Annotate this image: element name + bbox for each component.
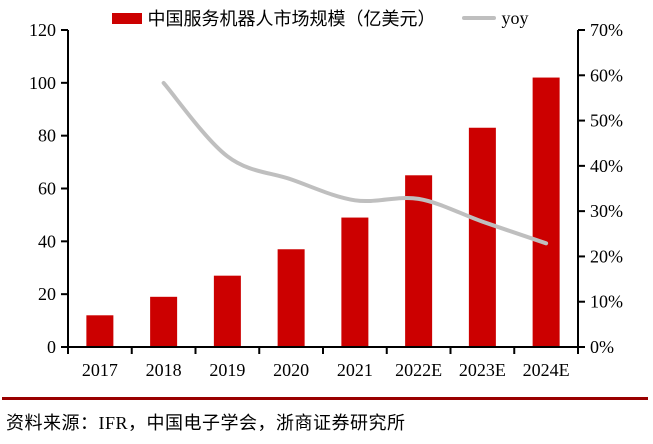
x-axis-label-2024E: 2024E [523, 360, 570, 380]
legend-bar-swatch-icon [111, 12, 142, 24]
legend-market-size-label: 中国服务机器人市场规模（亿美元） [147, 9, 436, 29]
x-axis-label-2020: 2020 [273, 360, 309, 380]
legend: 中国服务机器人市场规模（亿美元） yoy [0, 6, 640, 30]
combo-chart-plot: 0 20 40 60 80 100 120 0% 10% 20% 30% 40% 50% 60% 70% 20… [29, 20, 623, 380]
left-axis-tick-label: 60 [38, 179, 56, 199]
left-axis-tick-label: 20 [38, 284, 56, 304]
x-axis-label-2023E: 2023E [459, 360, 506, 380]
yoy-line [161, 80, 549, 246]
x-axis-label-2018: 2018 [146, 360, 182, 380]
x-axis-label-2019: 2019 [209, 360, 245, 380]
source-divider [2, 397, 648, 400]
bar-2022E [405, 175, 433, 347]
right-axis-tick-label: 10% [590, 292, 623, 312]
right-axis-tick-label: 30% [590, 201, 623, 221]
x-axis-label-2021: 2021 [337, 360, 373, 380]
legend-item-yoy: yoy [461, 7, 529, 29]
bar-2024E [532, 77, 560, 348]
right-axis-tick-label: 70% [590, 20, 623, 40]
left-axis-tick-label: 80 [38, 126, 56, 146]
right-axis-tick-label: 50% [590, 111, 623, 131]
x-axis-label-2022E: 2022E [395, 360, 442, 380]
bar-2017 [86, 315, 114, 347]
legend-yoy-label: yoy [501, 7, 529, 28]
right-axis-tick-label: 40% [590, 156, 623, 176]
left-axis-tick-label: 0 [47, 337, 56, 357]
legend-line-swatch-icon [461, 16, 496, 20]
left-axis-tick-label: 100 [29, 73, 56, 93]
left-axis-tick-label: 40 [38, 231, 56, 251]
legend-item-market-size: 中国服务机器人市场规模（亿美元） [111, 5, 436, 31]
bar-2019 [213, 275, 241, 347]
bar-2021 [341, 217, 369, 347]
left-axis-tick-label: 120 [29, 20, 56, 40]
bar-2020 [277, 249, 305, 347]
bar-2023E [468, 127, 496, 347]
right-axis-tick-label: 60% [590, 65, 623, 85]
right-axis-tick-label: 0% [590, 337, 614, 357]
source-text: 资料来源：IFR，中国电子学会，浙商证券研究所 [6, 413, 406, 433]
x-axis-label-2017: 2017 [82, 360, 118, 380]
bar-2018 [150, 296, 178, 347]
right-axis-tick-label: 20% [590, 246, 623, 266]
